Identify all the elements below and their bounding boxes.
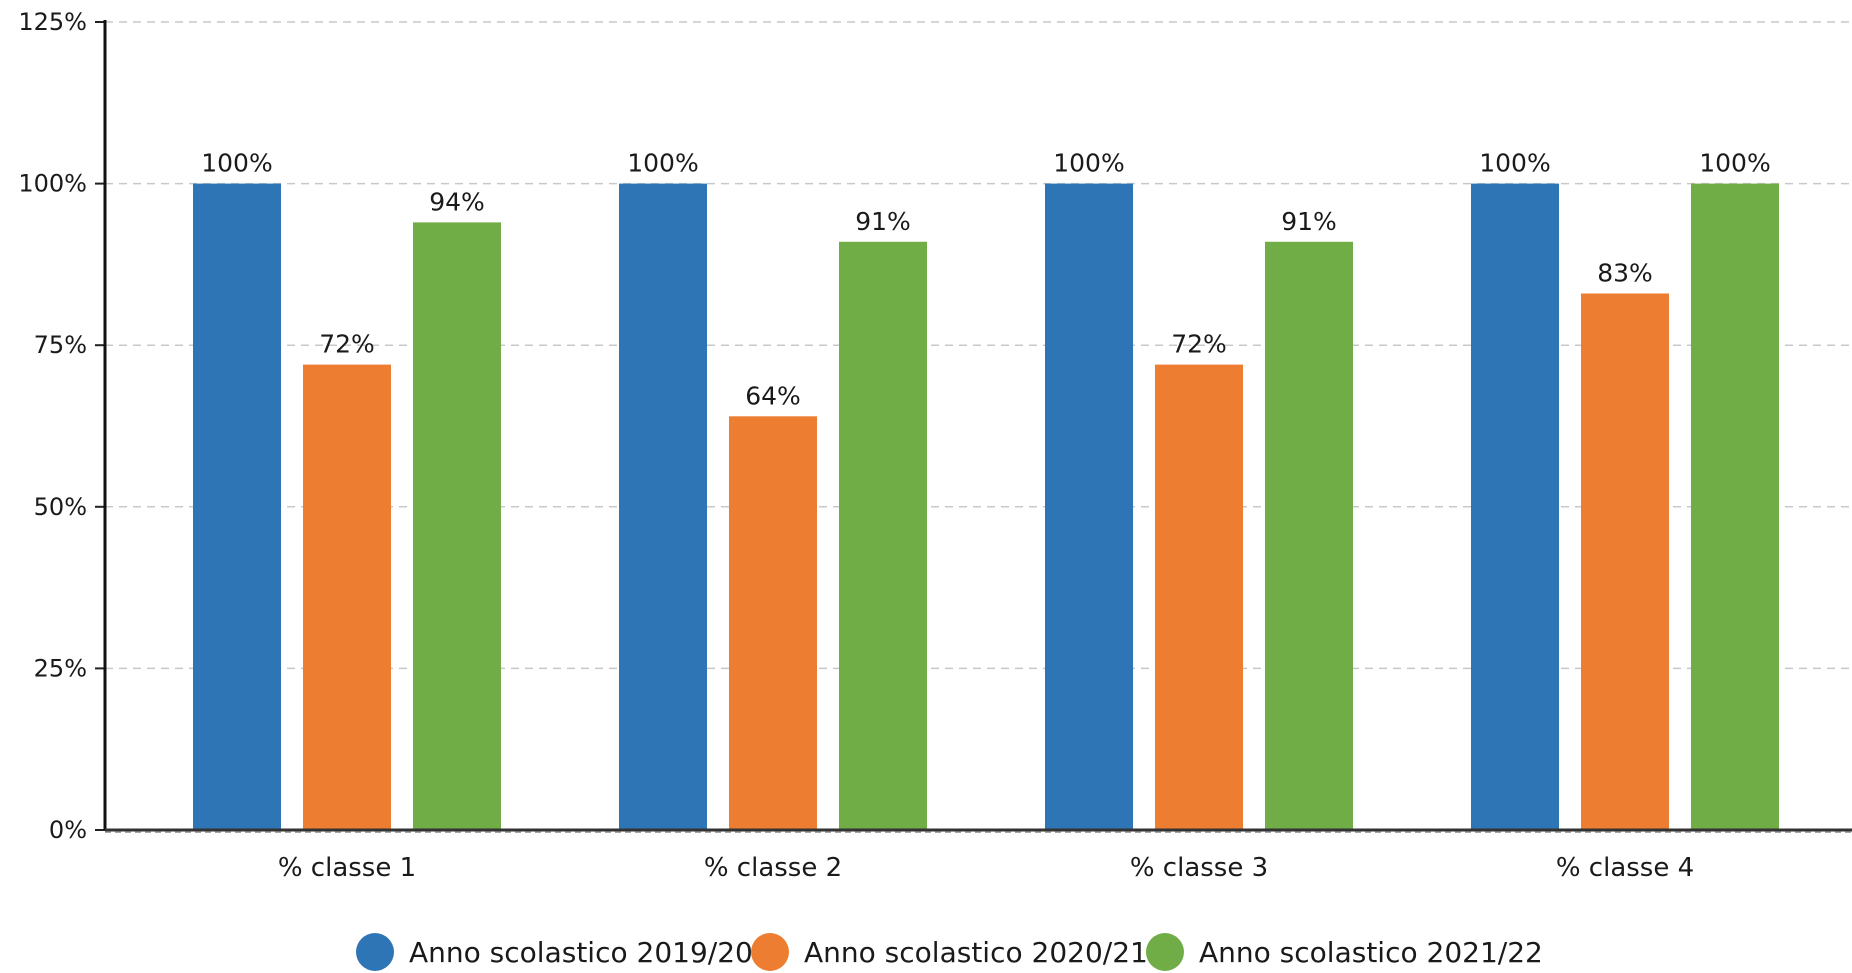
bar-value-label: 100%: [1479, 149, 1550, 178]
grid-lines: [105, 21, 1852, 670]
legend: Anno scolastico 2019/20 Anno scolastico 2…: [356, 933, 1543, 971]
bar: [1691, 183, 1779, 831]
axes: 0% 25% 50% 75% 100% 125% % classe 1 % classe 2%…: [18, 8, 1852, 883]
legend-label: Anno scolastico 2020/21: [804, 936, 1148, 969]
data-labels: 100% 72% 94% 100% 64% 91% 100% 72% 91% 100% 83% 100…: [201, 149, 1770, 411]
y-tick-label: 50%: [34, 493, 87, 521]
bar-value-label: 64%: [745, 381, 801, 410]
bar: [193, 183, 281, 831]
bar-value-label: 72%: [1171, 330, 1227, 359]
bar-value-label: 94%: [429, 187, 485, 216]
bar-value-label: 83%: [1597, 258, 1653, 287]
y-tick-label: 100%: [18, 170, 87, 198]
bar: [413, 222, 501, 830]
y-tick-label: 0%: [49, 816, 87, 844]
x-category-label: % classe 1: [278, 853, 416, 883]
legend-marker: [1146, 933, 1184, 971]
bar: [619, 183, 707, 831]
bar-value-label: 91%: [1281, 207, 1337, 236]
bar: [1155, 364, 1243, 830]
legend-label: Anno scolastico 2021/22: [1199, 936, 1543, 969]
bars: [193, 183, 1779, 831]
x-category-label: % classe 4: [1556, 853, 1694, 883]
bar-value-label: 100%: [201, 149, 272, 178]
bar: [303, 364, 391, 830]
legend-marker: [356, 933, 394, 971]
bar-value-label: 100%: [1053, 149, 1124, 178]
bar: [1471, 183, 1559, 831]
x-category-label: % classe 2: [704, 853, 842, 883]
bar-value-label: 72%: [319, 330, 375, 359]
bar: [1045, 183, 1133, 831]
y-tick-label: 75%: [34, 331, 87, 359]
bar: [839, 241, 927, 830]
bar-value-label: 100%: [1699, 149, 1770, 178]
bar: [729, 416, 817, 830]
legend-marker: [751, 933, 789, 971]
bar: [1581, 293, 1669, 830]
bar-value-label: 100%: [627, 149, 698, 178]
legend-label: Anno scolastico 2019/20: [409, 936, 753, 969]
bar: [1265, 241, 1353, 830]
bar-value-label: 91%: [855, 207, 911, 236]
y-tick-label: 125%: [18, 8, 87, 36]
y-tick-label: 25%: [34, 654, 87, 682]
x-category-label: % classe 3: [1130, 853, 1268, 883]
